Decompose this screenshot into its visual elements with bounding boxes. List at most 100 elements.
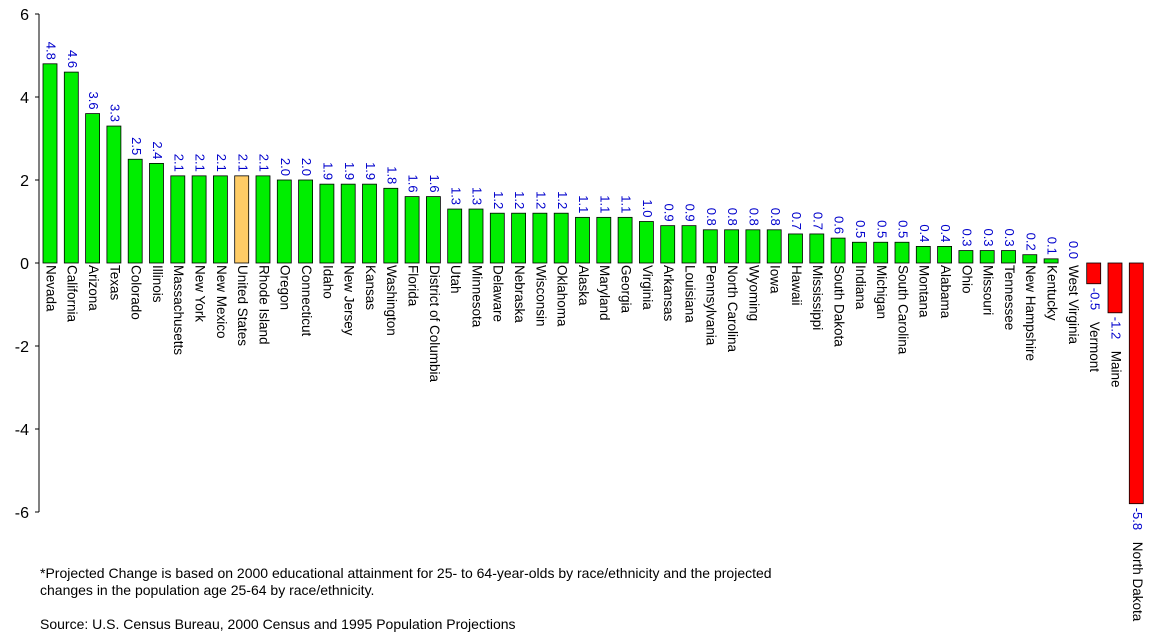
y-tick-label: 6 xyxy=(20,7,29,24)
bar xyxy=(660,225,676,264)
value-label: 0.5 xyxy=(874,220,889,238)
category-label: Kansas xyxy=(363,265,378,310)
category-label: New Mexico xyxy=(214,265,229,339)
value-label: 2.1 xyxy=(214,154,229,172)
category-label: Florida xyxy=(406,265,421,307)
category-label: Hawaii xyxy=(789,265,804,306)
category-label: Oklahoma xyxy=(555,265,570,327)
value-label: 2.5 xyxy=(129,137,144,155)
bar xyxy=(425,196,441,264)
bar xyxy=(362,183,377,264)
y-tick-label: -2 xyxy=(15,339,29,356)
category-label: Mississippi xyxy=(810,265,825,330)
category-label: Pennsylvania xyxy=(704,265,719,346)
y-tick-label: 0 xyxy=(20,256,29,273)
value-label: 0.1 xyxy=(1045,237,1060,255)
bar xyxy=(617,216,633,264)
value-label: 0.5 xyxy=(853,220,868,238)
value-label: 0.3 xyxy=(959,228,974,246)
value-label: 1.6 xyxy=(427,175,442,193)
value-label: 1.9 xyxy=(363,162,378,180)
value-label: 1.2 xyxy=(491,191,506,209)
value-label: 2.4 xyxy=(150,141,165,159)
bar xyxy=(255,175,271,264)
category-label: Louisiana xyxy=(682,265,697,323)
category-label: Maine xyxy=(1108,351,1123,388)
bar xyxy=(894,241,910,264)
value-label: 0.7 xyxy=(789,212,804,230)
value-label: 0.5 xyxy=(896,220,911,238)
bar xyxy=(276,179,292,264)
bar xyxy=(1043,258,1059,264)
value-label: 0.3 xyxy=(1002,228,1017,246)
bar xyxy=(404,196,420,264)
bar xyxy=(639,221,654,264)
bar xyxy=(212,175,228,264)
value-label: 0.7 xyxy=(810,212,825,230)
bar xyxy=(745,229,761,264)
value-label: 0.8 xyxy=(768,208,783,226)
value-label: 0.9 xyxy=(683,204,698,222)
bar xyxy=(511,212,527,264)
category-label: Iowa xyxy=(768,265,783,294)
category-label: District of Columbia xyxy=(427,265,442,383)
category-label: California xyxy=(65,265,80,323)
source-note: Source: U.S. Census Bureau, 2000 Census … xyxy=(40,616,516,632)
bar xyxy=(596,216,612,264)
category-label: North Dakota xyxy=(1130,542,1145,622)
bar xyxy=(340,183,356,264)
bar xyxy=(1086,262,1102,285)
value-label: 3.6 xyxy=(86,92,101,110)
category-label: West Virginia xyxy=(1066,265,1081,345)
value-label: 0.0 xyxy=(1066,241,1081,259)
value-label: 1.2 xyxy=(533,191,548,209)
value-label: 1.2 xyxy=(512,191,527,209)
y-tick-label: -4 xyxy=(15,422,29,439)
value-label: 4.8 xyxy=(44,42,59,60)
category-label: Kentucky xyxy=(1045,265,1060,321)
category-label: Massachusetts xyxy=(171,265,186,355)
value-label: 2.1 xyxy=(257,154,272,172)
category-label: Colorado xyxy=(129,265,144,320)
bar xyxy=(63,71,79,264)
value-label: 2.0 xyxy=(299,158,314,176)
category-label: Arkansas xyxy=(661,265,676,322)
bar xyxy=(553,212,569,264)
bar xyxy=(1128,262,1144,505)
bar xyxy=(383,187,399,264)
category-label: Washington xyxy=(384,265,399,336)
bar xyxy=(532,212,548,264)
value-label: 2.0 xyxy=(278,158,293,176)
bar xyxy=(1001,250,1016,264)
value-label: -1.2 xyxy=(1109,317,1124,339)
value-label: 3.3 xyxy=(107,104,122,122)
category-label: New York xyxy=(193,265,208,322)
value-label: 1.0 xyxy=(640,199,655,217)
value-label: -0.5 xyxy=(1087,288,1102,310)
category-label: New Jersey xyxy=(342,265,357,336)
value-label: 0.4 xyxy=(938,224,953,242)
value-label: -5.8 xyxy=(1130,508,1145,530)
value-label: 0.6 xyxy=(832,216,847,234)
category-label: Missouri xyxy=(981,265,996,315)
bar xyxy=(979,250,995,264)
category-label: Texas xyxy=(107,265,122,301)
bar xyxy=(766,229,782,264)
category-label: Arizona xyxy=(86,265,101,311)
category-label: Alaska xyxy=(576,265,591,306)
category-label: Virginia xyxy=(640,265,655,310)
category-label: Oregon xyxy=(278,265,293,310)
category-label: Delaware xyxy=(491,265,506,322)
value-label: 1.3 xyxy=(448,187,463,205)
category-label: United States xyxy=(235,265,250,346)
category-label: Ohio xyxy=(959,265,974,294)
category-label: Alabama xyxy=(938,265,953,319)
bar xyxy=(958,250,974,264)
bar xyxy=(234,175,250,264)
bar xyxy=(42,63,58,264)
category-label: Vermont xyxy=(1087,322,1102,373)
bar xyxy=(575,216,590,264)
category-label: Wisconsin xyxy=(533,265,548,327)
value-label: 0.8 xyxy=(725,208,740,226)
